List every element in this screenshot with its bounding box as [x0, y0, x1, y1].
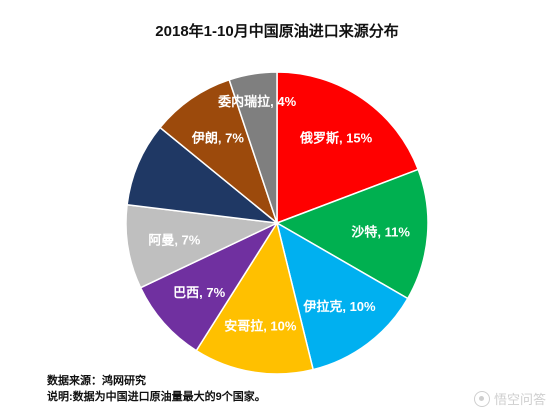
pie-slice-5	[125, 203, 280, 289]
pie-slice-8	[228, 71, 278, 224]
explanation-note: 说明:数据为中国进口原油量最大的9个国家。	[47, 391, 266, 403]
chart-footer: 数据来源：鸿网研究 说明:数据为中国进口原油量最大的9个国家。	[47, 373, 266, 405]
pie-slice-1	[275, 168, 429, 300]
slice-label-8: 委内瑞拉, 4%	[217, 94, 296, 109]
slice-label-1: 沙特, 11%	[351, 224, 410, 239]
chart-title: 2018年1-10月中国原油进口来源分布	[155, 23, 399, 40]
pie-slice-4	[139, 221, 280, 352]
wukong-logo-icon	[473, 390, 490, 407]
pie-slice-2	[275, 221, 409, 371]
slice-label-3: 安哥拉, 10%	[224, 319, 297, 334]
pie-slice-6	[126, 126, 280, 225]
slice-label-5: 阿曼, 7%	[148, 233, 200, 248]
slice-label-0: 俄罗斯, 15%	[299, 130, 373, 145]
source-note: 数据来源：鸿网研究	[47, 375, 146, 387]
pie-slice-3	[195, 221, 315, 375]
pie-slice-0	[276, 71, 420, 225]
slice-label-2: 伊拉克, 10%	[302, 299, 376, 314]
pie-slice-7	[158, 78, 279, 226]
slice-label-7: 伊朗, 7%	[191, 130, 244, 145]
watermark: 悟空问答	[473, 389, 546, 408]
watermark-text: 悟空问答	[493, 392, 546, 407]
slice-label-4: 巴西, 7%	[173, 285, 225, 300]
